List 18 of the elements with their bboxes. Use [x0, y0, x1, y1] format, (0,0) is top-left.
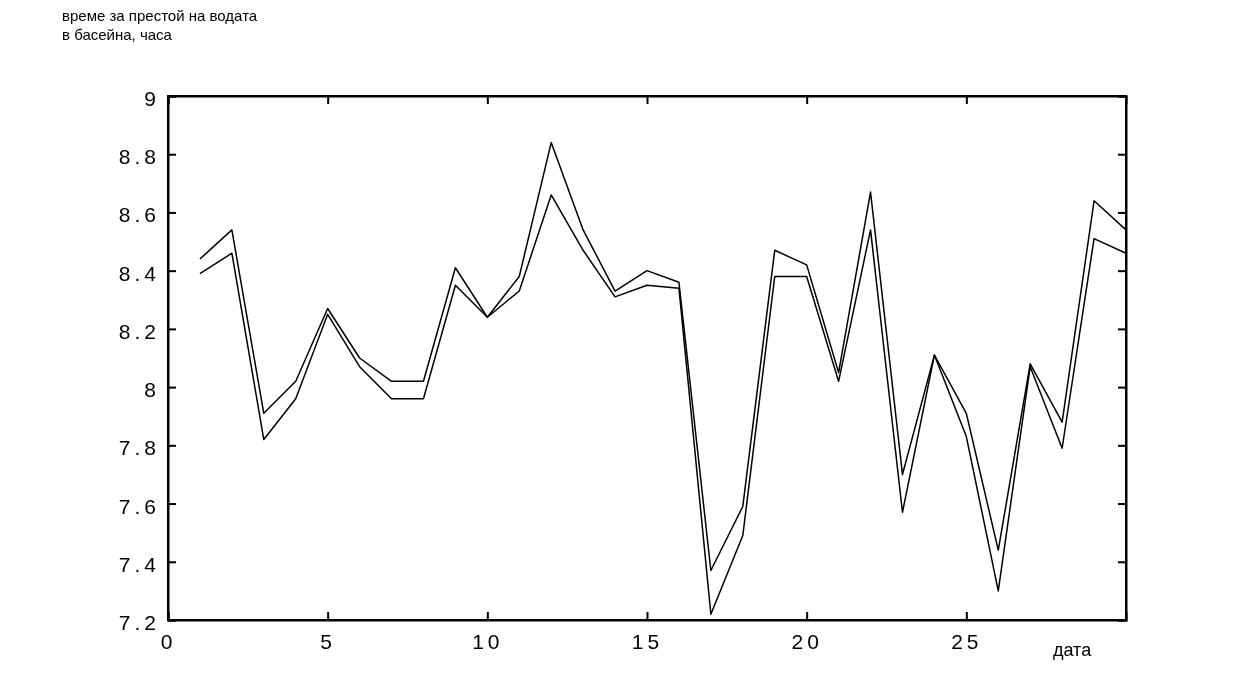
y-tick-label: 7.8: [118, 436, 160, 460]
y-tick-label: 8: [144, 378, 160, 402]
y-tick-label: 8.4: [118, 261, 160, 285]
x-tick-label: 10: [472, 629, 504, 653]
y-tick-label: 7.4: [118, 552, 160, 576]
y-tick-label: 8.2: [118, 319, 160, 343]
x-tick-label: 25: [951, 629, 983, 653]
y-tick-label: 7.6: [118, 494, 160, 518]
x-axis-title: дата: [1053, 640, 1093, 660]
y-tick-label: 8.8: [118, 145, 160, 169]
x-tick-label: 15: [631, 629, 664, 653]
y-tick-label: 7.2: [118, 610, 160, 634]
y-tick-label: 8.6: [118, 203, 160, 227]
y-axis-title: време за престой на водата в басейна, часа: [62, 7, 258, 43]
y-tick-label: 9: [144, 86, 160, 110]
x-tick-label: 0: [160, 629, 177, 653]
x-tick-label: 5: [320, 629, 337, 653]
x-tick-label: 20: [791, 629, 823, 653]
